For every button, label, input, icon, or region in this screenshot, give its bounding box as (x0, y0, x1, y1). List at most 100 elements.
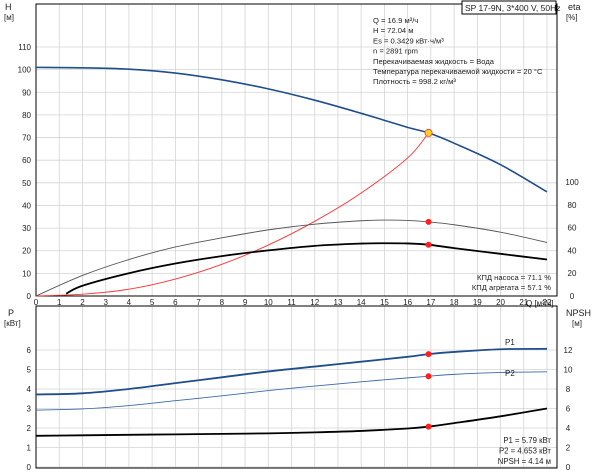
reading-line: NPSH = 4.14 м (498, 457, 551, 466)
top-x-tick-label: 19 (473, 298, 482, 307)
top-y-tick-label: 80 (22, 111, 31, 120)
top-x-tick-label: 14 (357, 298, 366, 307)
duty-point-marker (425, 218, 432, 225)
info-line: Q = 16.9 м³/ч (373, 16, 418, 25)
top-x-tick-label: 9 (243, 298, 248, 307)
top-y-tick-label: 10 (22, 269, 31, 278)
top-y-right-tick-label: 40 (568, 246, 577, 255)
top-y-tick-label: 60 (22, 156, 31, 165)
efficiency-info: КПД насоса = 71.1 %КПД агрегата = 57.1 % (472, 273, 551, 292)
bottom-ylabel: P (8, 308, 14, 318)
p2-curve (35, 371, 548, 411)
series-label: P1 (505, 338, 515, 347)
top-y-tick-labels: 0 10 20 30 40 50 60 70 80 90 100 110 (18, 43, 32, 301)
top-y-right-tick-label: 100 (565, 178, 579, 187)
top-grid (35, 4, 557, 297)
top-x-tick-label: 7 (196, 298, 201, 307)
top-x-tick-label: 6 (173, 298, 178, 307)
reading-line: P2 = 4.653 кВт (499, 446, 551, 455)
operating-point-info: Q = 16.9 м³/чH = 72.04 мEs = 0.3429 кВт·… (373, 16, 543, 86)
top-x-tick-label: 0 (34, 298, 39, 307)
reading-line: P1 = 5.79 кВт (503, 436, 551, 445)
top-x-tick-label: 4 (127, 298, 132, 307)
top-y-tick-label: 20 (22, 247, 31, 256)
top-ylabel-right: eta (568, 2, 581, 12)
bottom-y-right-tick-label: 10 (564, 366, 573, 375)
bottom-series-labels: P1 P2 (505, 338, 515, 378)
top-x-tick-label: 12 (310, 298, 319, 307)
top-x-tick-labels: 0 1 2 3 4 5 6 7 8 9 10 11 12 13 14 15 16 17 18 19 20 21 22 (34, 298, 552, 307)
top-xlabel: Q [м³/ч] (526, 299, 553, 308)
info-line: H = 72.04 м (373, 26, 413, 35)
top-y-right-tick-label: 60 (568, 224, 577, 233)
top-series (35, 66, 548, 297)
series-label: P2 (505, 369, 515, 378)
bottom-y-tick-label: 5 (27, 366, 32, 375)
info-line: Плотность = 998.2 кг/м³ (373, 77, 456, 86)
bottom-y-right-tick-label: 6 (566, 405, 571, 414)
top-x-tick-label: 8 (220, 298, 225, 307)
bottom-series (35, 347, 548, 437)
top-y-right-tick-label: 80 (568, 201, 577, 210)
top-x-tick-label: 22 (543, 298, 552, 307)
efficiency-line: КПД агрегата = 57.1 % (472, 283, 551, 292)
top-ylabel-right-unit: [%] (566, 13, 578, 22)
npsh-curve (35, 407, 548, 437)
duty-point-marker (424, 128, 433, 137)
info-line: Температура перекачиваемой жидкости = 20… (373, 67, 543, 76)
top-y-tick-label: 0 (27, 292, 32, 301)
top-x-tick-label: 21 (519, 298, 528, 307)
bottom-ylabel-right-unit: [м] (572, 319, 582, 328)
duty-point-marker (425, 241, 432, 248)
top-y-tick-label: 100 (18, 66, 32, 75)
unit-efficiency-curve (65, 242, 548, 295)
efficiency-line: КПД насоса = 71.1 % (477, 273, 551, 282)
top-ylabel-unit: [м] (4, 13, 14, 22)
p1-curve (35, 347, 548, 396)
bottom-markers (425, 351, 432, 430)
bottom-y-tick-label: 3 (27, 405, 32, 414)
bottom-grid (35, 306, 557, 468)
info-line: n = 2891 rpm (373, 47, 418, 56)
bottom-plot-frame (35, 305, 558, 469)
top-y-right-tick-labels: 0 20 40 60 80 100 (565, 178, 579, 301)
top-y-tick-label: 30 (22, 224, 31, 233)
info-line: Перекачиваемая жидкость = Вода (373, 57, 495, 66)
bottom-y-right-tick-label: 12 (564, 346, 573, 355)
top-y-tick-label: 40 (22, 201, 31, 210)
top-plot-frame (35, 3, 558, 297)
duty-point-marker (425, 351, 432, 358)
bottom-y-right-tick-label: 8 (566, 385, 571, 394)
top-x-tick-label: 5 (150, 298, 155, 307)
system-curve (35, 132, 429, 297)
bottom-y-right-tick-label: 2 (566, 444, 571, 453)
bottom-y-tick-label: 2 (27, 424, 32, 433)
top-x-tick-label: 11 (287, 298, 296, 307)
bottom-y-right-tick-labels: 0 2 4 6 8 10 12 (564, 346, 573, 472)
top-x-tick-label: 15 (380, 298, 389, 307)
duty-point-marker (425, 423, 432, 430)
top-y-tick-label: 90 (22, 88, 31, 97)
bottom-y-tick-label: 0 (27, 463, 32, 472)
top-y-right-tick-label: 0 (570, 292, 575, 301)
title-box (461, 0, 557, 15)
duty-point-marker (425, 373, 432, 380)
chart-title: SP 17-9N, 3*400 V, 50Hz (465, 3, 560, 13)
top-x-tick-label: 10 (264, 298, 273, 307)
bottom-y-right-tick-label: 4 (566, 424, 571, 433)
bottom-y-tick-labels: 0 1 2 3 4 5 6 (27, 346, 32, 472)
head-curve (35, 66, 548, 193)
pump-efficiency-curve (35, 219, 548, 297)
top-x-tick-label: 3 (103, 298, 108, 307)
top-x-tick-label: 2 (80, 298, 85, 307)
info-line: Es = 0.3429 кВт·ч/м³ (373, 36, 444, 45)
top-ylabel: H (5, 2, 12, 12)
top-y-right-tick-label: 20 (568, 269, 577, 278)
top-x-tick-label: 20 (496, 298, 505, 307)
top-y-tick-label: 50 (22, 179, 31, 188)
top-x-tick-label: 16 (403, 298, 412, 307)
top-x-tick-label: 18 (450, 298, 459, 307)
top-x-tick-label: 13 (334, 298, 343, 307)
